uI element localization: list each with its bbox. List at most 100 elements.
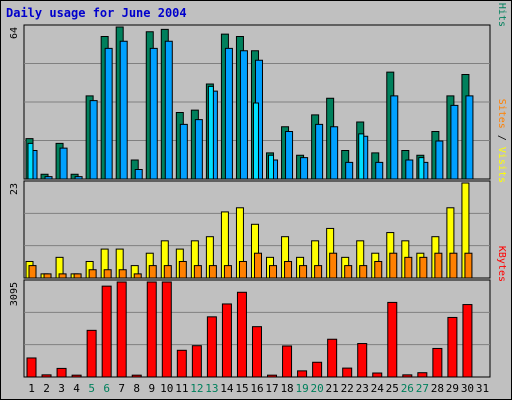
day-label: 5 (88, 382, 95, 395)
top-bar-pages (418, 157, 425, 180)
bottom-bar-kbytes (146, 281, 157, 378)
middle-bar-sites (148, 265, 157, 279)
top-bar-files (330, 126, 339, 180)
day-label: 6 (103, 382, 110, 395)
middle-bar-sites (208, 265, 217, 279)
middle-bar-sites (118, 269, 127, 279)
day-label: 13 (205, 382, 218, 395)
top-bar-files (89, 100, 98, 180)
day-label: 16 (250, 382, 263, 395)
day-label: 21 (326, 382, 339, 395)
middle-bar-sites (359, 265, 368, 279)
middle-bar-sites (58, 273, 67, 279)
day-label: 22 (341, 382, 354, 395)
day-label: 15 (235, 382, 248, 395)
bottom-bar-kbytes (447, 316, 458, 378)
bottom-bar-kbytes (357, 343, 368, 378)
bottom-bar-kbytes (206, 316, 217, 378)
top-bar-files (450, 104, 459, 180)
day-label: 29 (446, 382, 459, 395)
bottom-bar-kbytes (101, 285, 112, 378)
top-bar-files (104, 47, 113, 180)
day-label: 30 (461, 382, 474, 395)
middle-bar-sites (253, 252, 262, 279)
day-label: 28 (431, 382, 444, 395)
middle-bar-sites (163, 265, 172, 279)
middle-bar-sites (133, 273, 142, 279)
day-label: 11 (175, 382, 188, 395)
middle-bar-sites (449, 252, 458, 279)
middle-bar-sites (269, 265, 278, 279)
top-bar-pages (268, 154, 275, 180)
middle-bar-sites (344, 265, 353, 279)
bottom-bar-kbytes (26, 357, 37, 378)
middle-bar-sites (314, 265, 323, 279)
top-bar-files (405, 159, 414, 180)
bottom-bar-kbytes (282, 345, 293, 378)
middle-right-label-part: Visits (496, 147, 507, 183)
middle-bar-sites (389, 252, 398, 279)
top-y-max-label: 64 (9, 27, 20, 39)
top-bar-files (239, 50, 248, 180)
bottom-bar-kbytes (71, 374, 82, 378)
top-bar-files (179, 123, 188, 180)
day-label: 23 (356, 382, 369, 395)
bottom-bar-kbytes (236, 291, 247, 378)
top-bar-files (465, 95, 474, 180)
middle-bar-sites (88, 269, 97, 279)
bottom-bar-kbytes (221, 303, 232, 378)
bottom-bar-kbytes (342, 367, 353, 378)
top-bar-files (194, 119, 203, 180)
middle-bar-sites (299, 265, 308, 279)
middle-bar-sites (73, 273, 82, 279)
middle-bar-sites (223, 265, 232, 279)
bottom-bar-kbytes (432, 347, 443, 378)
day-label: 25 (386, 382, 399, 395)
day-label: 10 (160, 382, 173, 395)
bottom-bar-kbytes (267, 374, 278, 378)
bottom-bar-kbytes (312, 361, 323, 378)
chart-title: Daily usage for June 2004 (6, 6, 187, 20)
top-bar-pages (358, 133, 365, 180)
day-label: 2 (43, 382, 50, 395)
bottom-bar-kbytes (41, 374, 52, 378)
day-label: 8 (133, 382, 140, 395)
top-bar-files (435, 140, 444, 180)
top-bar-pages (27, 142, 34, 180)
bottom-bar-kbytes (116, 281, 127, 378)
day-label: 14 (220, 382, 234, 395)
day-label: 19 (295, 382, 308, 395)
top-bar-files (285, 131, 294, 180)
middle-y-max-label: 23 (9, 183, 20, 195)
middle-right-label-part: Sites (496, 99, 507, 129)
middle-bar-sites (284, 260, 293, 279)
bottom-bar-kbytes (161, 281, 172, 378)
top-bar-files (134, 169, 143, 180)
top-bar-pages (207, 85, 214, 180)
day-label: 18 (280, 382, 293, 395)
top-bar-files (59, 147, 68, 180)
top-bar-files (119, 40, 128, 180)
day-label: 4 (73, 382, 80, 395)
middle-bar-sites (28, 265, 37, 279)
top-right-label-part: Hits (496, 3, 507, 27)
day-label: 31 (476, 382, 489, 395)
top-bar-files (390, 95, 399, 180)
bottom-bar-kbytes (402, 374, 413, 378)
bottom-bar-kbytes (462, 304, 473, 378)
bottom-right-label-part: KBytes (496, 246, 507, 282)
bottom-bar-kbytes (327, 338, 338, 378)
top-right-label: Pages / Files / Hits (496, 0, 507, 27)
top-bar-files (164, 40, 173, 180)
bottom-bar-kbytes (372, 372, 383, 378)
top-bar-files (149, 47, 158, 180)
middle-bar-sites (103, 269, 112, 279)
top-bar-files (315, 123, 324, 180)
bottom-right-label: KBytes (496, 246, 507, 282)
day-label: 17 (265, 382, 278, 395)
bottom-bar-kbytes (387, 301, 398, 378)
day-label: 9 (148, 382, 155, 395)
day-label: 27 (416, 382, 429, 395)
bottom-bar-kbytes (297, 370, 308, 378)
middle-right-label: Sites / Visits (496, 99, 507, 183)
